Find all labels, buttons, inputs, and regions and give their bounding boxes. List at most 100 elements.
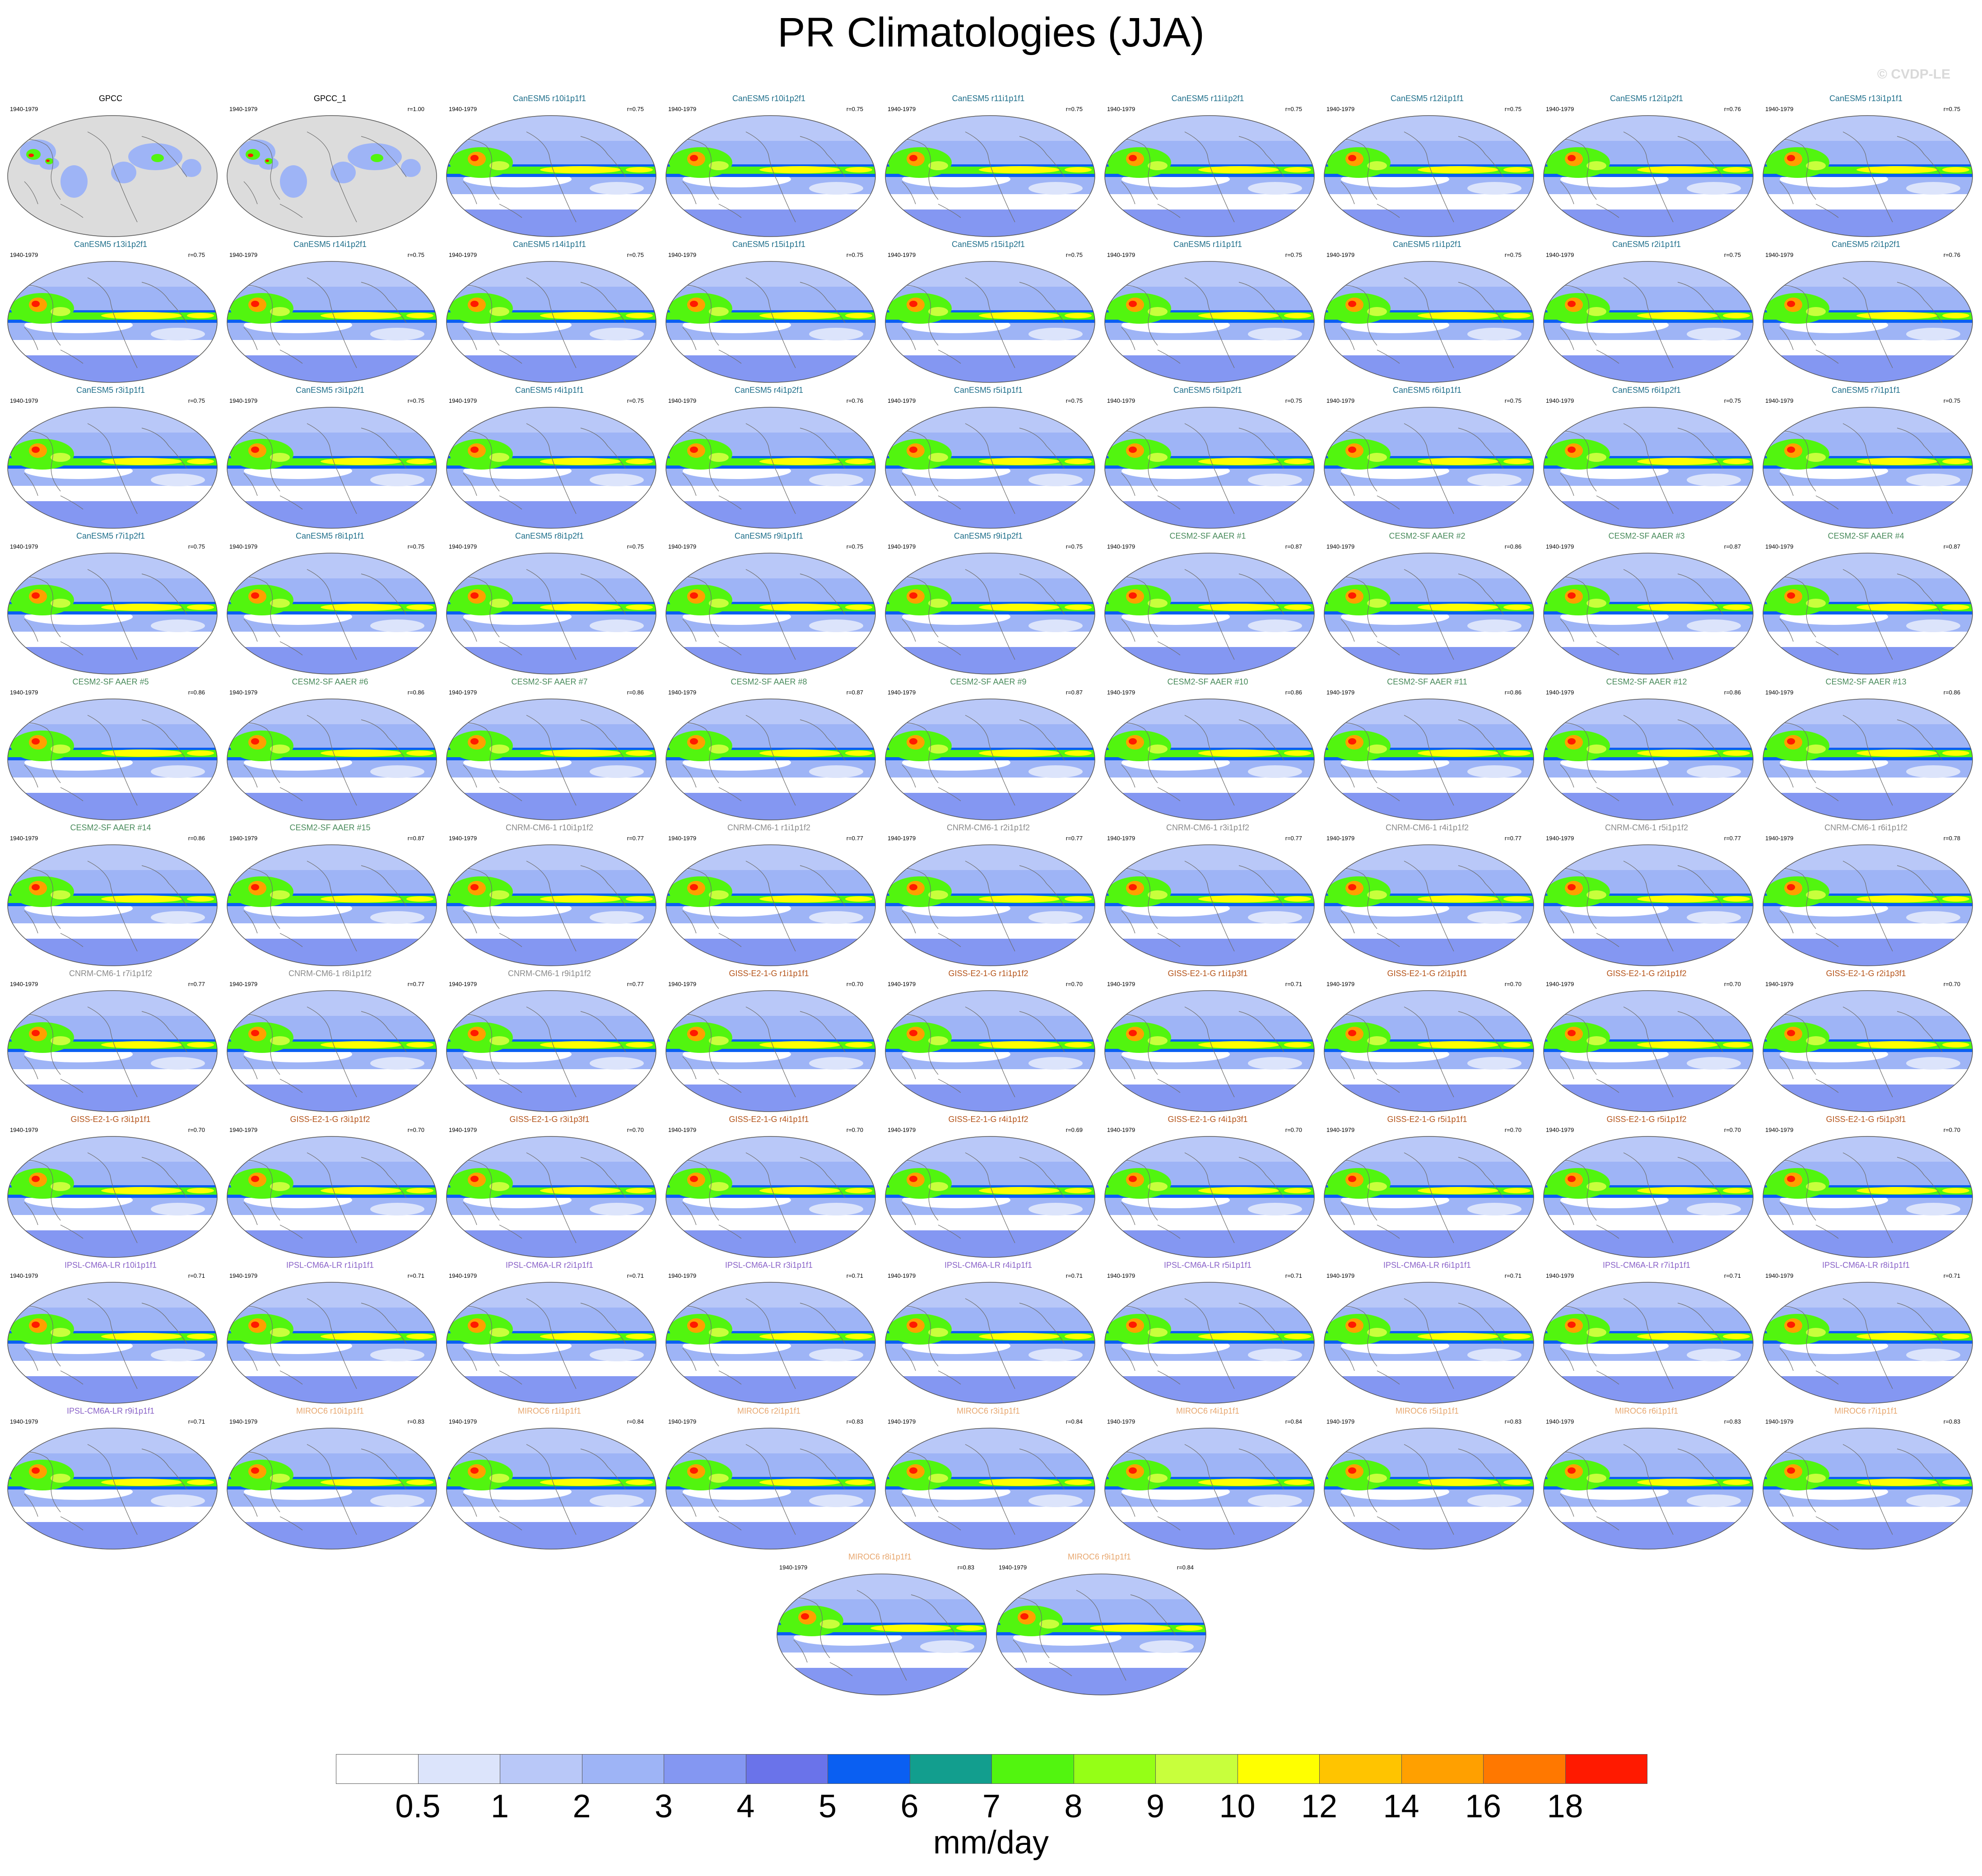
precip-map — [1763, 261, 1973, 383]
map-panel: CanESM5 r12i1p1f1 1940-1979 r=0.75 — [1319, 94, 1535, 241]
panel-correlation: r=0.75 — [188, 397, 205, 404]
map-field — [1544, 116, 1753, 237]
panel-years: 1940-1979 — [10, 106, 38, 112]
precip-map — [1543, 698, 1754, 820]
panel-years: 1940-1979 — [668, 1127, 697, 1133]
panel-years: 1940-1979 — [1107, 106, 1135, 112]
colorbar-swatch — [745, 1754, 828, 1784]
panel-correlation: r=0.87 — [1065, 689, 1083, 696]
panel-title: CESM2-SF AAER #5 — [72, 677, 149, 686]
map-field — [885, 1282, 1095, 1403]
panel-correlation: r=0.71 — [1504, 1272, 1521, 1279]
panel-correlation: r=0.86 — [627, 689, 644, 696]
panel-years: 1940-1979 — [10, 397, 38, 404]
map-field — [666, 1282, 875, 1403]
map-panel: CanESM5 r10i1p2f1 1940-1979 r=0.75 — [661, 94, 877, 241]
map-panel: CESM2-SF AAER #15 1940-1979 r=0.87 — [222, 823, 438, 970]
panel-correlation: r=0.71 — [188, 1272, 205, 1279]
map-panel: CNRM-CM6-1 r10i1p1f2 1940-1979 r=0.77 — [442, 823, 657, 970]
panel-title: CanESM5 r2i1p1f1 — [1612, 240, 1681, 249]
map-field — [8, 699, 217, 820]
map-panel: GISS-E2-1-G r4i1p3f1 1940-1979 r=0.70 — [1100, 1115, 1316, 1262]
map-field — [1544, 407, 1753, 528]
panel-title: CNRM-CM6-1 r1i1p1f2 — [727, 823, 811, 832]
panel-years: 1940-1979 — [449, 397, 477, 404]
map-panel: CanESM5 r6i1p2f1 1940-1979 r=0.75 — [1539, 386, 1754, 532]
panel-years: 1940-1979 — [1107, 251, 1135, 258]
precip-map — [1324, 698, 1534, 820]
panel-title: GISS-E2-1-G r5i1p1f1 — [1387, 1115, 1467, 1124]
precip-map — [227, 261, 437, 383]
map-field — [8, 553, 217, 674]
precip-map — [1763, 1428, 1973, 1550]
panel-correlation: r=0.83 — [1504, 1418, 1521, 1425]
map-panel: CNRM-CM6-1 r7i1p1f2 1940-1979 r=0.77 — [3, 969, 219, 1116]
map-panel: CESM2-SF AAER #2 1940-1979 r=0.86 — [1319, 531, 1535, 678]
map-panel: CNRM-CM6-1 r6i1p1f2 1940-1979 r=0.78 — [1758, 823, 1974, 970]
map-field — [8, 407, 217, 528]
map-panel: IPSL-CM6A-LR r10i1p1f1 1940-1979 r=0.71 — [3, 1261, 219, 1407]
panel-years: 1940-1979 — [1546, 106, 1574, 112]
colorbar-swatch — [418, 1754, 500, 1784]
panel-correlation: r=0.75 — [188, 251, 205, 258]
panel-years: 1940-1979 — [1107, 1272, 1135, 1279]
map-field — [1105, 699, 1314, 820]
panel-title: MIROC6 r8i1p1f1 — [848, 1552, 912, 1561]
map-field — [447, 261, 656, 382]
panel-correlation: r=0.71 — [1285, 981, 1302, 987]
precip-map — [446, 261, 656, 383]
map-panel: CNRM-CM6-1 r3i1p1f2 1940-1979 r=0.77 — [1100, 823, 1316, 970]
panel-years: 1940-1979 — [1546, 835, 1574, 842]
map-field — [447, 116, 656, 237]
precip-map — [1104, 1136, 1315, 1258]
colorbar-swatch — [909, 1754, 992, 1784]
map-panel: CNRM-CM6-1 r9i1p1f2 1940-1979 r=0.77 — [442, 969, 657, 1116]
map-panel: IPSL-CM6A-LR r9i1p1f1 1940-1979 r=0.71 — [3, 1406, 219, 1553]
map-field — [1544, 1428, 1753, 1549]
panel-years: 1940-1979 — [1765, 397, 1794, 404]
map-panel: IPSL-CM6A-LR r8i1p1f1 1940-1979 r=0.71 — [1758, 1261, 1974, 1407]
panel-title: IPSL-CM6A-LR r3i1p1f1 — [725, 1261, 813, 1270]
panel-correlation: r=0.86 — [188, 835, 205, 842]
map-field — [1324, 1136, 1534, 1257]
precip-map — [1104, 990, 1315, 1112]
map-field — [1324, 1428, 1534, 1549]
map-panel: CESM2-SF AAER #7 1940-1979 r=0.86 — [442, 677, 657, 824]
map-panel: CESM2-SF AAER #10 1940-1979 r=0.86 — [1100, 677, 1316, 824]
map-field — [777, 1574, 986, 1695]
panel-correlation: r=0.75 — [1724, 251, 1741, 258]
panel-title: CNRM-CM6-1 r3i1p1f2 — [1166, 823, 1250, 832]
precip-map — [1104, 844, 1315, 966]
panel-title: CanESM5 r8i1p1f1 — [295, 531, 365, 540]
map-field — [1763, 1136, 1973, 1257]
panel-correlation: r=0.77 — [1504, 835, 1521, 842]
panel-correlation: r=0.70 — [1943, 1127, 1960, 1133]
panel-years: 1940-1979 — [1107, 689, 1135, 696]
panel-title: CanESM5 r12i1p1f1 — [1390, 94, 1464, 103]
precip-map — [885, 261, 1095, 383]
map-field — [885, 116, 1095, 237]
precip-map — [7, 1282, 218, 1404]
map-panel: CanESM5 r7i1p1f1 1940-1979 r=0.75 — [1758, 386, 1974, 532]
panel-years: 1940-1979 — [1326, 1418, 1355, 1425]
panel-years: 1940-1979 — [229, 981, 258, 987]
panel-correlation: r=0.86 — [1943, 689, 1960, 696]
map-panel: CanESM5 r9i1p2f1 1940-1979 r=0.75 — [880, 531, 1096, 678]
map-field — [447, 407, 656, 528]
precip-map — [1543, 115, 1754, 237]
map-panel: CanESM5 r2i1p1f1 1940-1979 r=0.75 — [1539, 240, 1754, 386]
panel-title: GISS-E2-1-G r1i1p1f1 — [729, 969, 809, 978]
panel-title: CNRM-CM6-1 r9i1p1f2 — [507, 969, 591, 978]
panel-years: 1940-1979 — [229, 1272, 258, 1279]
map-panel: CanESM5 r11i1p2f1 1940-1979 r=0.75 — [1100, 94, 1316, 241]
panel-years: 1940-1979 — [668, 1272, 697, 1279]
panel-years: 1940-1979 — [1107, 981, 1135, 987]
colorbar-swatch — [1155, 1754, 1238, 1784]
panel-title: GISS-E2-1-G r1i1p1f2 — [948, 969, 1028, 978]
colorbar-tick-label: 10 — [1219, 1788, 1256, 1825]
panel-title: IPSL-CM6A-LR r8i1p1f1 — [1822, 1261, 1910, 1270]
panel-correlation: r=0.70 — [1065, 981, 1083, 987]
panel-title: GPCC — [98, 94, 122, 103]
map-field — [8, 261, 217, 382]
map-panel: CanESM5 r3i1p2f1 1940-1979 r=0.75 — [222, 386, 438, 532]
